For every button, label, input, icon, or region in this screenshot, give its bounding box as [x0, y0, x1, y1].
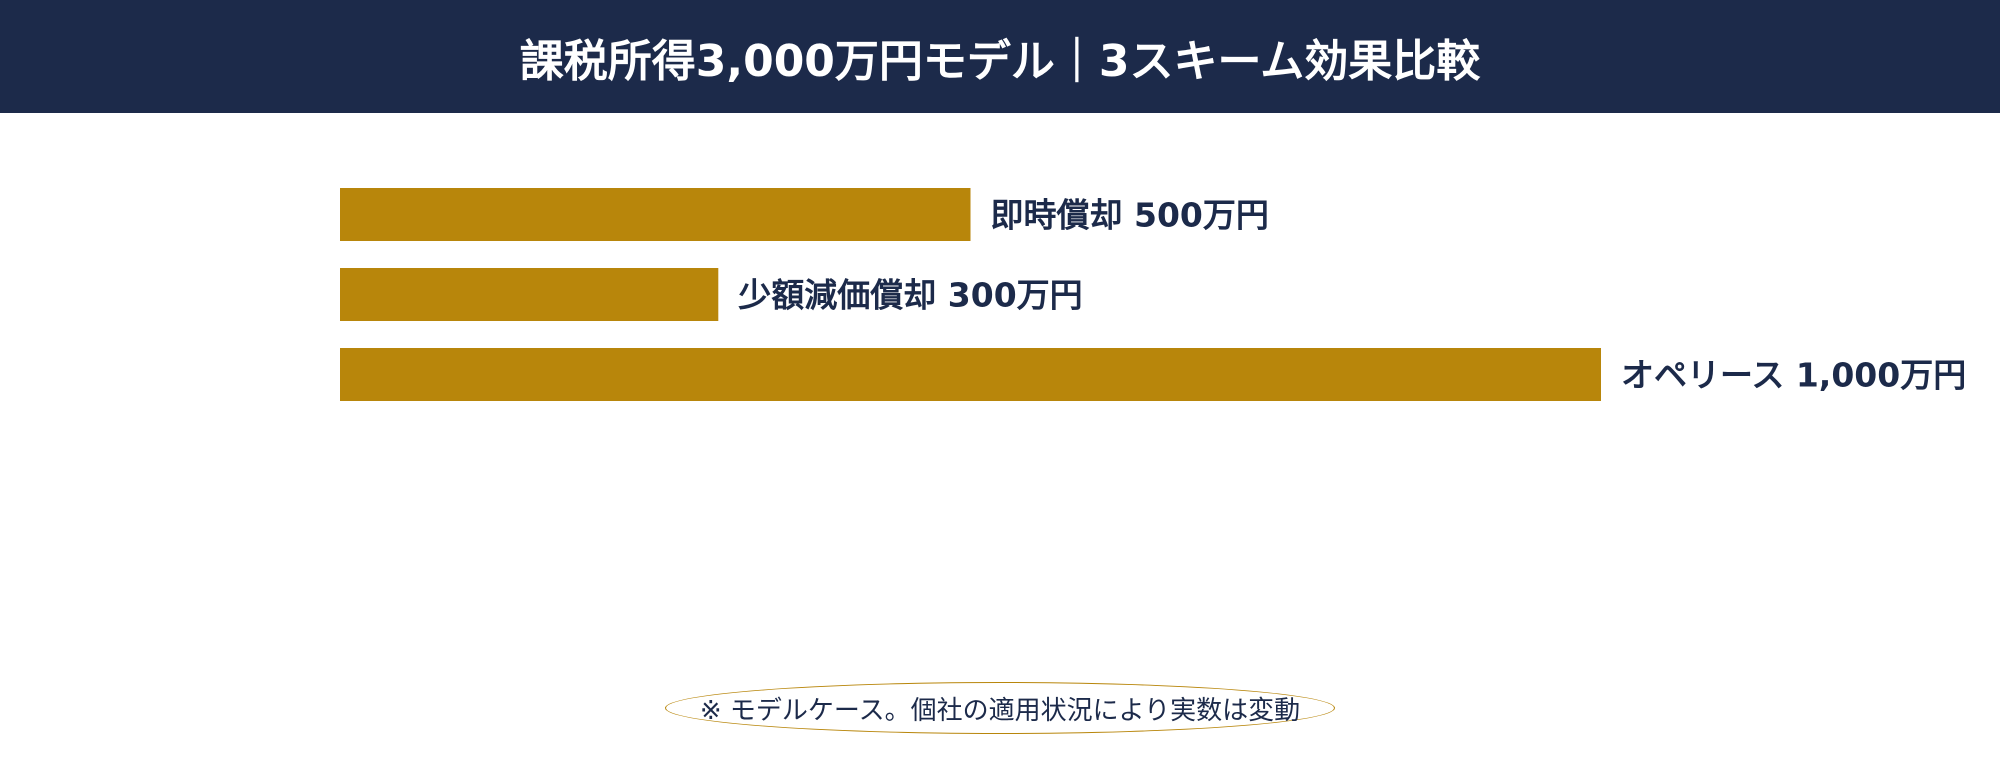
page-title: 課税所得3,000万円モデル｜3スキーム効果比較 [519, 35, 1481, 87]
bar-label-3: オペリース 1,000万円 [1621, 356, 1966, 395]
title-bar: 課税所得3,000万円モデル｜3スキーム効果比較 [0, 0, 2000, 113]
bar-3 [340, 348, 1601, 401]
bar-1 [340, 188, 971, 241]
bar-label-1: 即時償却 500万円 [991, 196, 1269, 235]
footnote-ellipse [665, 682, 1335, 734]
footnote-text: ※ モデルケース。個社の適用状況により実数は変動 [699, 695, 1301, 726]
bar-label-2: 少額減価償却 300万円 [738, 276, 1082, 315]
footnote: ※ モデルケース。個社の適用状況により実数は変動 [665, 682, 1335, 734]
bar-2 [340, 268, 719, 321]
